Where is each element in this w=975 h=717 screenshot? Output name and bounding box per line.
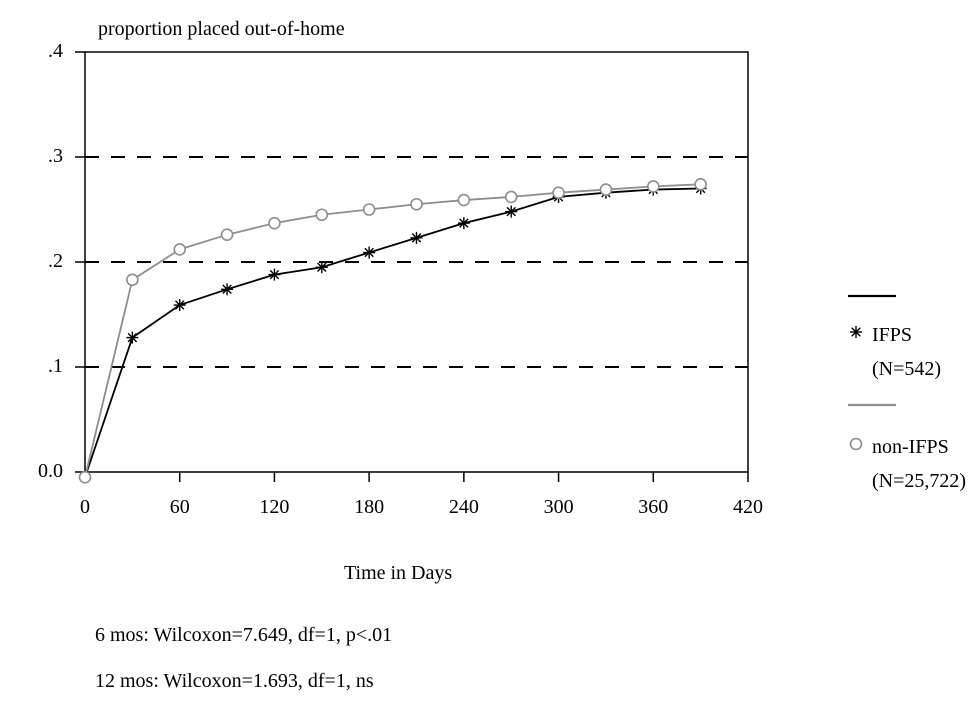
x-tick-label: 0 [80, 496, 90, 519]
chart-plot [0, 0, 975, 717]
x-tick-label: 240 [449, 496, 479, 519]
stat-12mos: 12 mos: Wilcoxon=1.693, df=1, ns [95, 670, 374, 693]
x-tick-label: 300 [544, 496, 574, 519]
y-tick-label: .1 [23, 355, 63, 378]
y-tick-label: .2 [23, 250, 63, 273]
x-axis-title: Time in Days [344, 562, 452, 585]
x-tick-label: 360 [638, 496, 668, 519]
y-tick-label: 0.0 [23, 460, 63, 483]
legend-n-non-ifps: (N=25,722) [872, 470, 966, 493]
chart-container: { "chart": { "type": "line", "title": "p… [0, 0, 975, 717]
y-tick-label: .4 [23, 40, 63, 63]
x-tick-label: 120 [259, 496, 289, 519]
legend-label-ifps: IFPS [872, 324, 912, 347]
y-tick-label: .3 [23, 145, 63, 168]
x-tick-label: 420 [733, 496, 763, 519]
x-tick-label: 60 [170, 496, 190, 519]
legend-label-non-ifps: non-IFPS [872, 436, 949, 459]
legend-n-ifps: (N=542) [872, 358, 941, 381]
stat-6mos: 6 mos: Wilcoxon=7.649, df=1, p<.01 [95, 624, 392, 647]
x-tick-label: 180 [354, 496, 384, 519]
